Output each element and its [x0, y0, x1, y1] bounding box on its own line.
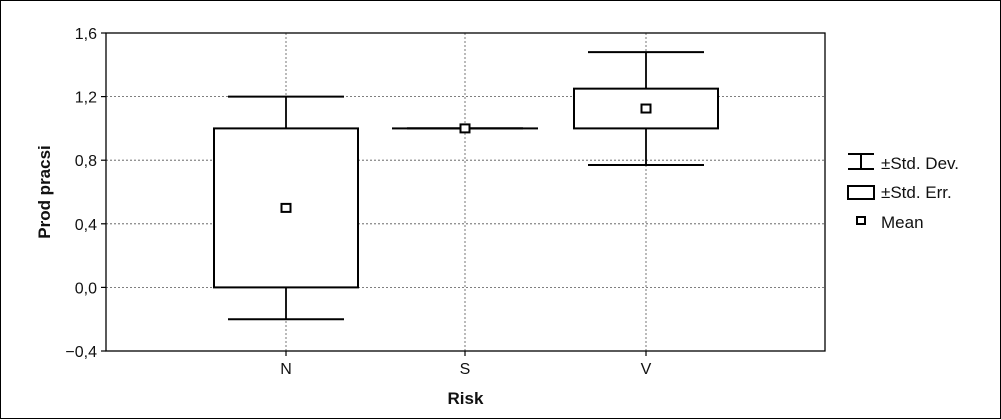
y-tick-label: 0,4 — [75, 217, 97, 234]
y-tick-label: 1,2 — [75, 90, 97, 107]
box-group-s — [393, 124, 537, 132]
box-group-v — [574, 52, 718, 165]
y-axis-ticks: −0,4 0,0 0,4 0,8 1,2 1,6 — [65, 26, 106, 361]
y-tick-label: 0,0 — [75, 280, 97, 297]
y-tick-label: 0,8 — [75, 153, 97, 170]
legend-label: Mean — [881, 213, 924, 232]
boxes-layer — [214, 52, 718, 319]
x-axis-label: Risk — [448, 389, 484, 408]
legend: ±Std. Dev. ±Std. Err. Mean — [848, 154, 959, 232]
mean-marker — [642, 105, 651, 113]
box-group-n — [214, 97, 358, 320]
y-tick-label: 1,6 — [75, 26, 97, 43]
x-tick-label: N — [280, 361, 292, 378]
y-axis-label: Prod pracsi — [35, 145, 54, 239]
mean-marker — [282, 204, 291, 212]
x-tick-label: S — [460, 361, 471, 378]
mean-marker — [461, 124, 470, 132]
legend-label: ±Std. Dev. — [881, 154, 959, 173]
legend-item-se: ±Std. Err. — [848, 183, 952, 202]
legend-item-sd: ±Std. Dev. — [848, 154, 959, 173]
mean-legend-icon — [857, 217, 865, 224]
y-tick-label: −0,4 — [65, 344, 97, 361]
std-err-legend-icon — [848, 186, 874, 199]
x-tick-label: V — [641, 361, 652, 378]
legend-item-mean: Mean — [857, 213, 924, 232]
legend-label: ±Std. Err. — [881, 183, 952, 202]
